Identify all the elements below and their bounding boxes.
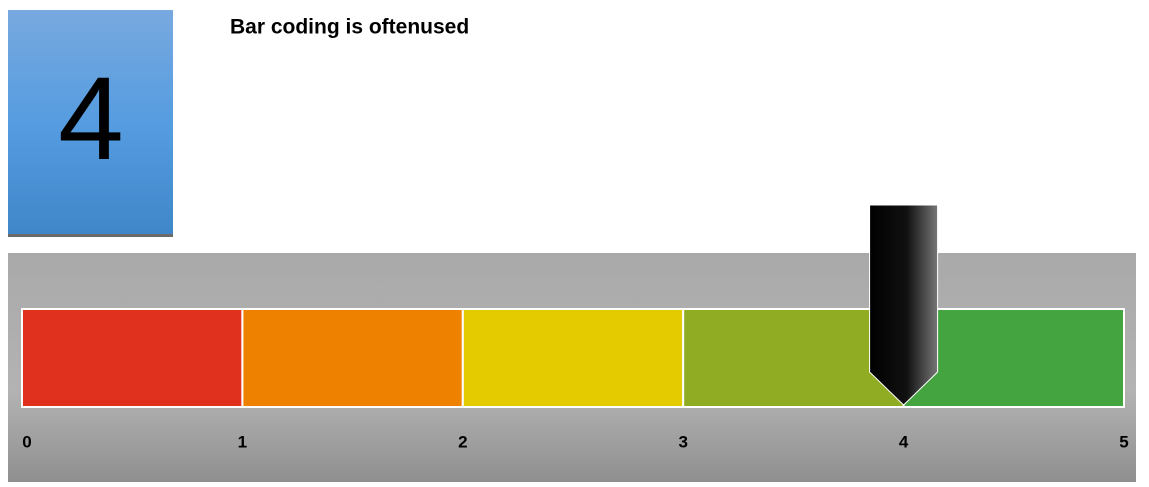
scale-segment (461, 308, 685, 408)
tick-label: 3 (678, 432, 687, 451)
score-box (8, 10, 173, 237)
tick-label: 0 (22, 432, 31, 451)
tick-label: 5 (1119, 432, 1128, 451)
scale-segment (21, 308, 244, 408)
score-number: 4 (58, 53, 124, 185)
title: Bar coding is oftenused (230, 16, 469, 39)
score-box-shadow (8, 234, 173, 237)
tick-label: 2 (458, 432, 467, 451)
scale-segment (241, 308, 464, 408)
scale-segment (682, 308, 905, 408)
pointer (869, 204, 939, 406)
tick-label: 4 (899, 432, 909, 451)
tick-label: 1 (238, 432, 247, 451)
